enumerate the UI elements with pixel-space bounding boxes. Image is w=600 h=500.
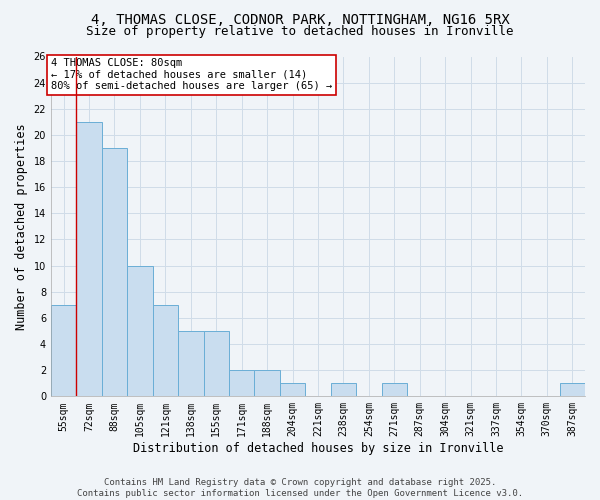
X-axis label: Distribution of detached houses by size in Ironville: Distribution of detached houses by size … bbox=[133, 442, 503, 455]
Text: Size of property relative to detached houses in Ironville: Size of property relative to detached ho… bbox=[86, 25, 514, 38]
Bar bbox=[178, 331, 203, 396]
Bar bbox=[280, 384, 305, 396]
Text: 4, THOMAS CLOSE, CODNOR PARK, NOTTINGHAM, NG16 5RX: 4, THOMAS CLOSE, CODNOR PARK, NOTTINGHAM… bbox=[91, 12, 509, 26]
Bar bbox=[76, 122, 102, 396]
Bar bbox=[382, 384, 407, 396]
Text: 4 THOMAS CLOSE: 80sqm
← 17% of detached houses are smaller (14)
80% of semi-deta: 4 THOMAS CLOSE: 80sqm ← 17% of detached … bbox=[51, 58, 332, 92]
Y-axis label: Number of detached properties: Number of detached properties bbox=[15, 123, 28, 330]
Bar bbox=[152, 305, 178, 396]
Bar bbox=[203, 331, 229, 396]
Bar bbox=[560, 384, 585, 396]
Bar bbox=[331, 384, 356, 396]
Bar bbox=[254, 370, 280, 396]
Bar bbox=[127, 266, 152, 396]
Bar bbox=[51, 305, 76, 396]
Bar bbox=[229, 370, 254, 396]
Bar bbox=[102, 148, 127, 396]
Text: Contains HM Land Registry data © Crown copyright and database right 2025.
Contai: Contains HM Land Registry data © Crown c… bbox=[77, 478, 523, 498]
